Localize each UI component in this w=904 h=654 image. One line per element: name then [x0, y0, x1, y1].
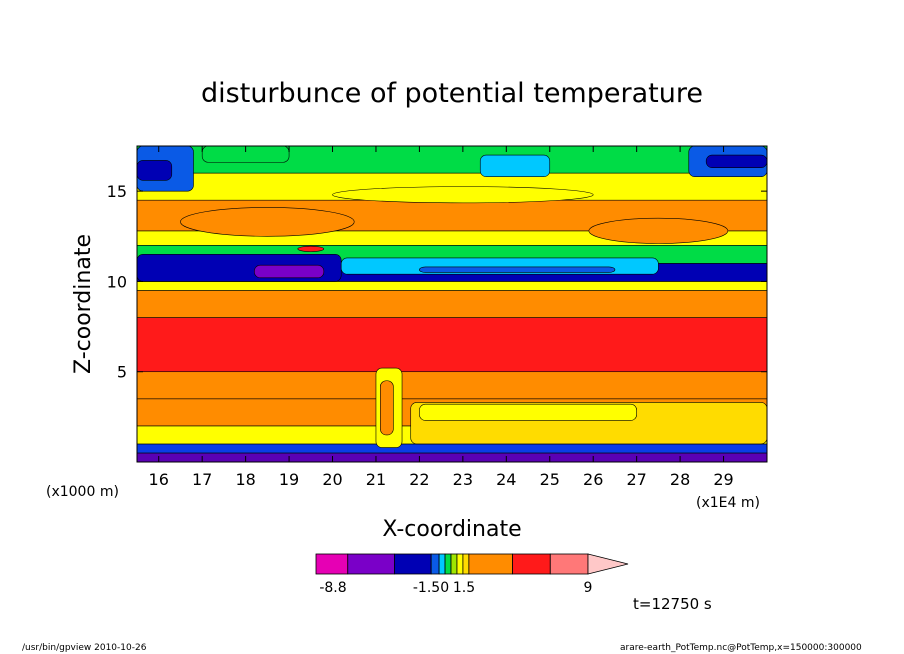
time-annotation: t=12750 s [633, 595, 712, 613]
contour-cell-3 [297, 245, 325, 252]
colorbar-swatch-1 [347, 553, 395, 575]
y-tick-label-15: 15 [107, 182, 127, 201]
colorbar-swatch-3 [430, 553, 440, 575]
colorbar-swatch-5 [444, 553, 452, 575]
x-tick-label-27: 27 [626, 470, 646, 489]
contour-region-5 [419, 266, 616, 273]
plot-area: 16 17 18 19 20 21 22 23 24 25 26 27 28 29 5 10 15 [107, 145, 768, 489]
contour-cell-1 [588, 217, 729, 244]
x-tick-label-16: 16 [149, 470, 169, 489]
colorbar-swatch-10 [512, 553, 551, 575]
colorbar-label-2: 1.5 [453, 580, 475, 596]
x-tick-label-17: 17 [192, 470, 212, 489]
contour-region-1 [419, 403, 637, 421]
y-axis-label: Z-coordinate [71, 234, 96, 374]
x-tick-label-18: 18 [235, 470, 255, 489]
x-tick-label-26: 26 [583, 470, 603, 489]
colorbar-label-1: -1.50 [413, 580, 449, 596]
x-axis: 16 17 18 19 20 21 22 23 24 25 26 27 28 29 [149, 146, 734, 489]
contour-regions [136, 145, 768, 448]
x-unit-left: (x1000 m) [46, 484, 119, 500]
x-tick-label-25: 25 [540, 470, 560, 489]
contour-cell-0 [180, 207, 355, 237]
colorbar: -8.8 -1.50 1.5 9 [315, 553, 629, 596]
colorbar-swatch-9 [468, 553, 513, 575]
colorbar-swatch-0 [315, 553, 349, 575]
contour-band-6 [136, 290, 768, 318]
footer-right: arare-earth_PotTemp.nc@PotTemp,x=150000:… [620, 643, 862, 653]
y-axis: 5 10 15 [107, 182, 767, 382]
contour-band-5 [136, 317, 768, 373]
colorbar-swatch-11 [549, 553, 589, 575]
contour-band-4 [136, 371, 768, 400]
contour-band-0 [136, 452, 768, 463]
contour-cell-2 [332, 186, 594, 204]
footer-left: /usr/bin/gpview 2010-10-26 [22, 643, 147, 653]
contour-region-13 [380, 380, 394, 436]
x-tick-label-29: 29 [713, 470, 733, 489]
colorbar-label-3: 9 [584, 580, 593, 596]
contour-band-1 [136, 443, 768, 454]
contour-region-3 [254, 264, 325, 279]
colorbar-label-0: -8.8 [319, 580, 346, 596]
colorbar-swatch-6 [450, 553, 458, 575]
chart-title: disturbunce of potential temperature [201, 78, 703, 109]
contour-band-7 [136, 281, 768, 291]
colorbar-swatch-7 [456, 553, 464, 575]
plot-frame [136, 145, 768, 463]
contour-region-9 [705, 154, 768, 168]
y-tick-label-5: 5 [117, 363, 127, 382]
x-tick-label-28: 28 [670, 470, 690, 489]
colorbar-swatch-4 [438, 553, 446, 575]
y-tick-label-10: 10 [107, 272, 127, 291]
x-tick-label-21: 21 [366, 470, 386, 489]
x-tick-label-19: 19 [279, 470, 299, 489]
x-tick-label-24: 24 [496, 470, 516, 489]
colorbar-extension [587, 553, 629, 575]
x-tick-label-23: 23 [453, 470, 473, 489]
contour-region-7 [136, 160, 173, 181]
x-tick-label-22: 22 [409, 470, 429, 489]
colorbar-swatch-8 [462, 553, 470, 575]
x-axis-label: X-coordinate [382, 517, 521, 542]
contour-region-11 [479, 154, 551, 177]
x-tick-label-20: 20 [322, 470, 342, 489]
x-unit-right: (x1E4 m) [696, 495, 760, 511]
colorbar-swatch-2 [394, 553, 432, 575]
